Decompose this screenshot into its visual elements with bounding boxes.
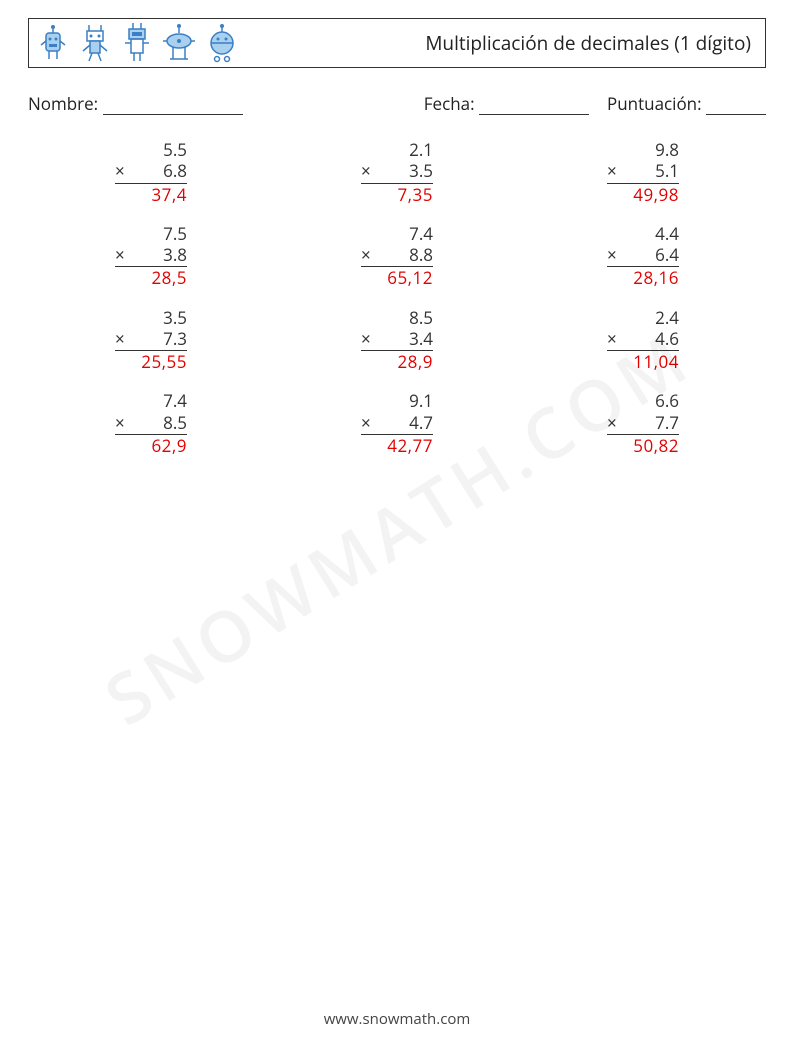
operand-b: ×8.8 — [361, 244, 433, 265]
robot-icon — [121, 23, 153, 63]
mult-sign: × — [361, 328, 371, 349]
score-blank[interactable] — [706, 95, 766, 115]
mult-sign: × — [361, 160, 371, 181]
mult-sign: × — [361, 412, 371, 433]
operand-a: 2.1 — [361, 139, 433, 160]
header: Multiplicación de decimales (1 dígito) — [28, 18, 766, 68]
operand-a: 2.4 — [607, 307, 679, 328]
operand-b: ×3.8 — [115, 244, 187, 265]
mult-sign: × — [607, 160, 617, 181]
answer: 7,35 — [361, 184, 433, 205]
operand-b: ×7.3 — [115, 328, 187, 349]
mult-sign: × — [607, 244, 617, 265]
operand-a: 7.4 — [361, 223, 433, 244]
operand-b: ×5.1 — [607, 160, 679, 181]
mult-sign: × — [607, 412, 617, 433]
date-label: Fecha: — [424, 92, 475, 115]
robot-icon — [37, 23, 69, 63]
operand-a: 9.1 — [361, 390, 433, 411]
operand-a: 8.5 — [361, 307, 433, 328]
operand-b: ×3.5 — [361, 160, 433, 181]
mult-sign: × — [607, 328, 617, 349]
answer: 65,12 — [361, 267, 433, 288]
answer: 11,04 — [607, 351, 679, 372]
operand-a: 9.8 — [607, 139, 679, 160]
robot-icon — [79, 23, 111, 63]
problem: 5.5×6.8 37,4 — [38, 139, 264, 205]
mult-sign: × — [115, 244, 125, 265]
answer: 49,98 — [607, 184, 679, 205]
mult-sign: × — [115, 160, 125, 181]
operand-a: 5.5 — [115, 139, 187, 160]
answer: 62,9 — [115, 435, 187, 456]
problem: 3.5×7.325,55 — [38, 307, 264, 373]
answer: 37,4 — [115, 184, 187, 205]
mult-sign: × — [115, 328, 125, 349]
problem: 8.5×3.428,9 — [284, 307, 510, 373]
operand-b: ×7.7 — [607, 412, 679, 433]
problem: 7.5×3.828,5 — [38, 223, 264, 289]
footer-url: www.snowmath.com — [0, 1009, 794, 1029]
problems-grid: 5.5×6.837,42.1×3.57,359.8×5.149,987.5×3.… — [28, 139, 766, 456]
problem: 9.8×5.1 49,98 — [530, 139, 756, 205]
operand-b: ×3.4 — [361, 328, 433, 349]
problem: 7.4×8.562,9 — [38, 390, 264, 456]
operand-a: 3.5 — [115, 307, 187, 328]
operand-b: ×4.6 — [607, 328, 679, 349]
robot-icon — [163, 23, 195, 63]
date-blank[interactable] — [479, 95, 589, 115]
answer: 28,9 — [361, 351, 433, 372]
answer: 50,82 — [607, 435, 679, 456]
operand-b: ×6.4 — [607, 244, 679, 265]
score-label: Puntuación: — [607, 92, 702, 115]
operand-a: 6.6 — [607, 390, 679, 411]
operand-b: ×6.8 — [115, 160, 187, 181]
mult-sign: × — [361, 244, 371, 265]
robot-icon — [205, 23, 239, 63]
robot-icons — [37, 23, 239, 63]
name-blank[interactable] — [103, 95, 243, 115]
problem: 4.4×6.428,16 — [530, 223, 756, 289]
operand-b: ×4.7 — [361, 412, 433, 433]
problem: 9.1×4.742,77 — [284, 390, 510, 456]
problem: 2.4×4.611,04 — [530, 307, 756, 373]
problem: 2.1×3.5 7,35 — [284, 139, 510, 205]
answer: 28,16 — [607, 267, 679, 288]
info-row: Nombre: Fecha: Puntuación: — [28, 92, 766, 115]
name-label: Nombre: — [28, 92, 98, 115]
operand-a: 7.4 — [115, 390, 187, 411]
operand-b: ×8.5 — [115, 412, 187, 433]
page-title: Multiplicación de decimales (1 dígito) — [425, 30, 751, 56]
answer: 25,55 — [115, 351, 187, 372]
answer: 42,77 — [361, 435, 433, 456]
problem: 6.6×7.750,82 — [530, 390, 756, 456]
problem: 7.4×8.865,12 — [284, 223, 510, 289]
mult-sign: × — [115, 412, 125, 433]
operand-a: 7.5 — [115, 223, 187, 244]
operand-a: 4.4 — [607, 223, 679, 244]
answer: 28,5 — [115, 267, 187, 288]
